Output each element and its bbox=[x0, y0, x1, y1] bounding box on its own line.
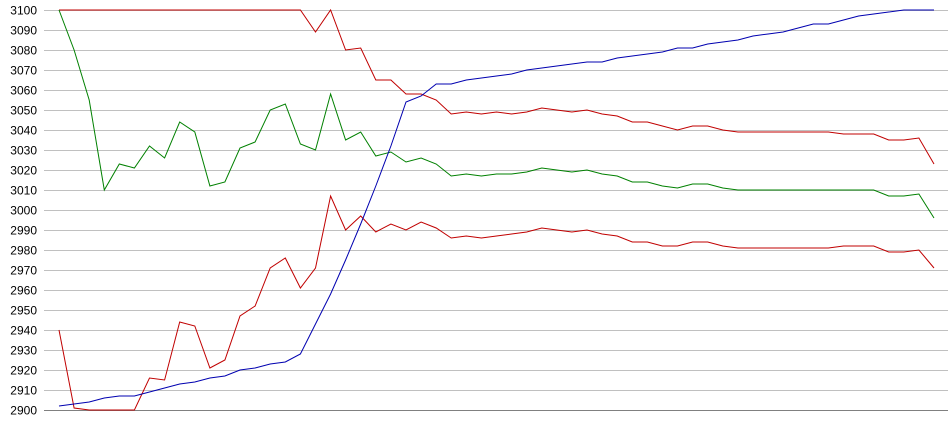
y-tick-label: 3020 bbox=[10, 164, 37, 178]
y-tick-label: 2930 bbox=[10, 344, 37, 358]
gridlines bbox=[44, 10, 948, 411]
y-tick-label: 3040 bbox=[10, 124, 37, 138]
y-tick-label: 2920 bbox=[10, 364, 37, 378]
y-tick-label: 3000 bbox=[10, 204, 37, 218]
series-1 bbox=[58, 8, 935, 165]
y-tick-label: 3070 bbox=[10, 64, 37, 78]
y-tick-label: 2900 bbox=[10, 404, 37, 418]
y-tick-label: 3090 bbox=[10, 24, 37, 38]
series-3 bbox=[58, 194, 935, 411]
series-lines bbox=[58, 8, 935, 411]
series-1-line bbox=[59, 8, 935, 165]
series-2 bbox=[58, 9, 935, 219]
y-tick-label: 2990 bbox=[10, 224, 37, 238]
y-tick-label: 2980 bbox=[10, 244, 37, 258]
series-3-line bbox=[58, 194, 935, 411]
y-axis-labels: 2900 2910 2920 2930 2940 2950 2960 2970 2980 2990… bbox=[10, 4, 37, 418]
y-tick-label: 2910 bbox=[10, 384, 37, 398]
y-tick-label: 2950 bbox=[10, 304, 37, 318]
series-4-line bbox=[58, 9, 934, 407]
y-tick-label: 3100 bbox=[10, 4, 37, 18]
y-tick-label: 3080 bbox=[10, 44, 37, 58]
y-tick-label: 2970 bbox=[10, 264, 37, 278]
y-tick-label: 3030 bbox=[10, 144, 37, 158]
series-2-line bbox=[58, 9, 935, 219]
y-tick-label: 3010 bbox=[10, 184, 37, 198]
y-tick-label: 2960 bbox=[10, 284, 37, 298]
y-tick-label: 3050 bbox=[10, 104, 37, 118]
series-4 bbox=[58, 9, 935, 407]
y-tick-label: 3060 bbox=[10, 84, 37, 98]
y-tick-label: 2940 bbox=[10, 324, 37, 338]
